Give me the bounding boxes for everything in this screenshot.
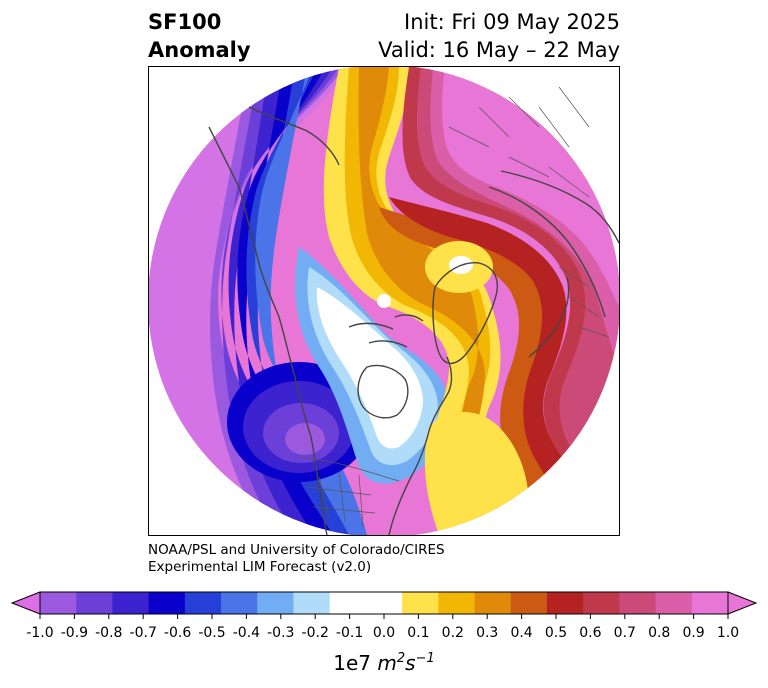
colorbar-tick-label: 0.7 — [614, 625, 636, 641]
north-america-east-coast — [388, 356, 453, 535]
colorbar: -1.0 -0.9 -0.8 -0.7 -0.6 -0.5 -0.4 -0.3 -0.2 -0.1… — [0, 588, 768, 680]
colorbar-segment — [583, 592, 620, 614]
colorbar-segment — [510, 592, 548, 614]
colorbar-tick-label: 0.2 — [442, 625, 464, 641]
forecast-dates: Init: Fri 09 May 2025 Valid: 16 May – 22… — [378, 8, 620, 64]
colorbar-segment — [112, 592, 150, 614]
colorbar-tick-label: -0.2 — [302, 625, 329, 641]
siberia-ridge-04 — [379, 207, 579, 535]
colorbar-under-arrow — [10, 591, 41, 615]
title-type: Anomaly — [148, 38, 251, 62]
siberia-borders — [448, 86, 590, 198]
europe-borders — [558, 266, 610, 338]
canadian-archipelago — [348, 314, 424, 348]
us-canada-border — [298, 456, 400, 482]
colorbar-tick-label: 0.6 — [579, 625, 601, 641]
title-variable: SF100 — [148, 10, 222, 34]
colorbar-ticks: -1.0 -0.9 -0.8 -0.7 -0.6 -0.5 -0.4 -0.3 -0.2 -0.1… — [26, 614, 739, 641]
atlantic-ridge-01 — [424, 412, 529, 535]
colorbar-segment — [619, 592, 657, 614]
colorbar-tick-label: 0.0 — [373, 625, 395, 641]
colorbar-segment — [365, 592, 403, 614]
colorbar-segment — [40, 592, 77, 614]
colorbar-segment — [329, 592, 367, 614]
colorbar-tick-label: -1.0 — [26, 625, 53, 641]
colorbar-segment — [691, 592, 729, 614]
colorbar-tick-label: 0.3 — [476, 625, 498, 641]
colorbar-tick-label: -0.8 — [95, 625, 122, 641]
valid-range: Valid: 16 May – 22 May — [378, 38, 620, 62]
colorbar-segment — [221, 592, 258, 614]
colorbar-tick-label: 0.8 — [648, 625, 670, 641]
colorbar-tick-label: -0.5 — [198, 625, 225, 641]
north-america-west-coast — [208, 126, 328, 535]
colorbar-tick-label: -0.6 — [164, 625, 191, 641]
coastlines — [208, 106, 619, 535]
political-borders — [298, 86, 610, 528]
colorbar-tick-label: 1.0 — [717, 625, 739, 641]
map-title: SF100 Anomaly — [148, 8, 251, 64]
colorbar-segment — [438, 592, 476, 614]
eurasia-coast — [488, 170, 619, 318]
colorbar-segment — [184, 592, 222, 614]
colorbar-svg: -1.0 -0.9 -0.8 -0.7 -0.6 -0.5 -0.4 -0.3 -0.2 -0.1… — [10, 591, 758, 675]
colorbar-tick-label: -0.4 — [233, 625, 260, 641]
anomaly-field — [149, 67, 619, 535]
colorbar-tick-label: -0.1 — [336, 625, 363, 641]
init-date: Init: Fri 09 May 2025 — [404, 10, 620, 34]
colorbar-segment — [474, 592, 512, 614]
colorbar-tick-label: 0.1 — [407, 625, 429, 641]
colorbar-tick-label: -0.7 — [130, 625, 157, 641]
colorbar-tick-label: 0.9 — [682, 625, 704, 641]
colorbar-segment — [76, 592, 113, 614]
colorbar-segment — [293, 592, 331, 614]
colorbar-segment — [546, 592, 584, 614]
western-na-low-core — [285, 423, 325, 455]
colorbar-tick-label: 0.5 — [545, 625, 567, 641]
colorbar-tick-label: -0.9 — [61, 625, 88, 641]
colorbar-segment — [257, 592, 294, 614]
us-state-lines — [306, 471, 376, 528]
hudson-bay — [357, 364, 409, 419]
colorbar-over-arrow — [727, 591, 758, 615]
colorbar-segment — [655, 592, 693, 614]
colorbar-unit-label: 1e7 m2s−1 — [333, 651, 434, 675]
polar-map — [149, 67, 619, 535]
colorbar-segment — [402, 592, 439, 614]
colorbar-segment — [148, 592, 186, 614]
map-panel — [148, 66, 620, 536]
contour-neg-04 — [255, 67, 367, 535]
credit-line-2: Experimental LIM Forecast (v2.0) — [148, 559, 372, 575]
colorbar-segments — [40, 592, 729, 614]
colorbar-tick-label: 0.4 — [510, 625, 532, 641]
greenland — [432, 262, 498, 364]
credit-line-1: NOAA/PSL and University of Colorado/CIRE… — [148, 542, 445, 558]
arctic-tongue-neutral — [316, 287, 423, 449]
pacific-negative-broad — [149, 67, 349, 535]
credit-text: NOAA/PSL and University of Colorado/CIRE… — [148, 542, 445, 576]
scandinavia — [528, 276, 570, 358]
siberia-ridge-05 — [389, 197, 597, 535]
alaska-coast — [248, 106, 340, 166]
pole-marker — [377, 294, 391, 308]
colorbar-tick-label: -0.3 — [267, 625, 294, 641]
